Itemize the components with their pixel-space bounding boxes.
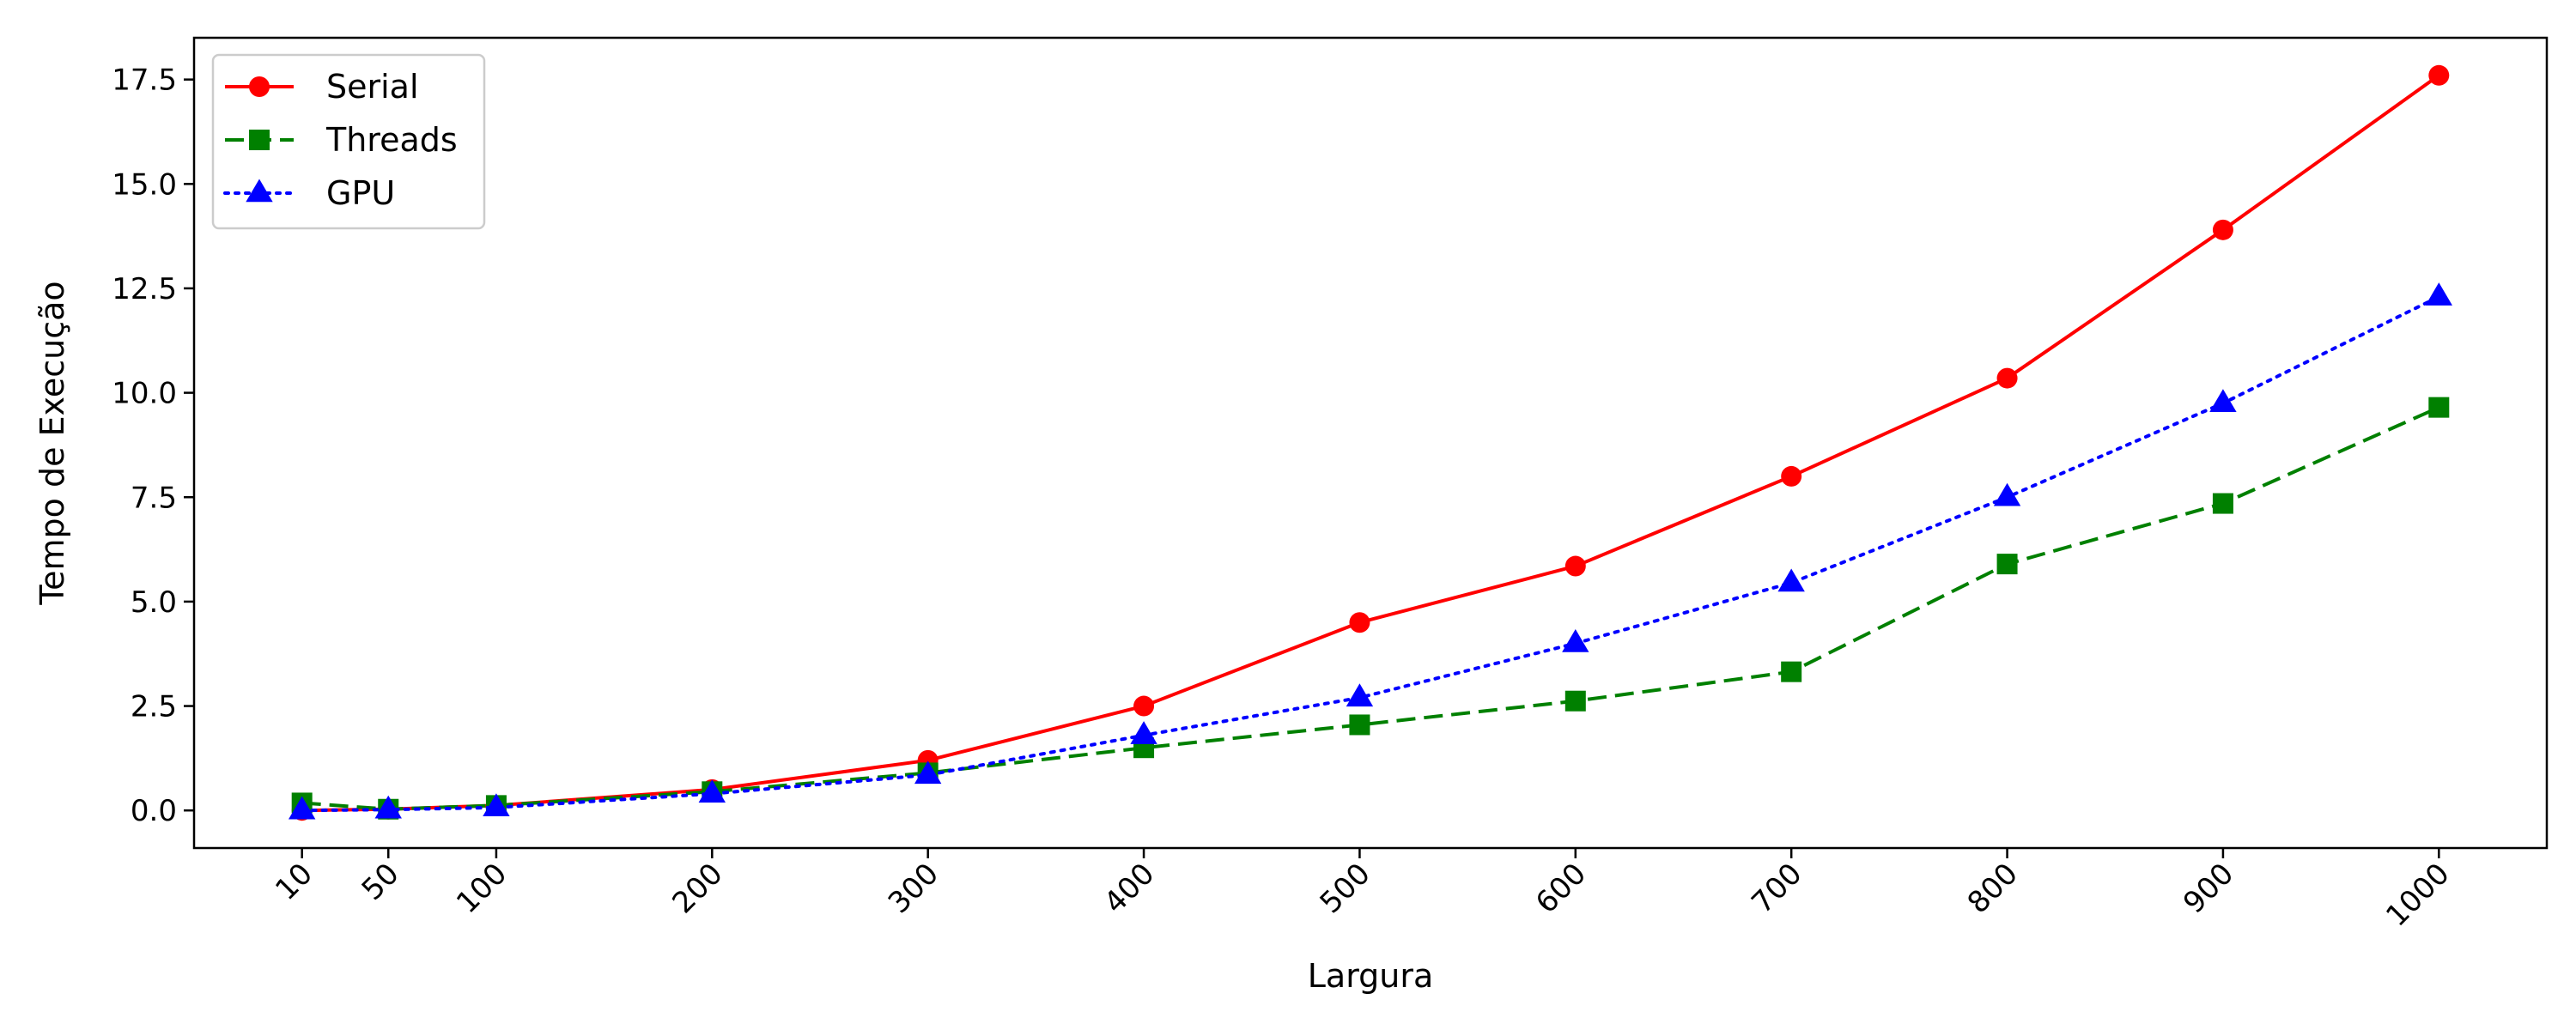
legend-label: Threads <box>325 121 458 159</box>
data-point-serial <box>1996 367 2018 389</box>
y-tick-label: 2.5 <box>131 690 177 724</box>
data-point-threads <box>1564 690 1586 712</box>
series-gpu <box>288 282 2453 820</box>
data-point-gpu <box>2209 389 2237 413</box>
data-point-gpu <box>914 760 942 785</box>
data-point-serial <box>2212 219 2233 240</box>
legend-marker <box>249 76 270 97</box>
data-point-threads <box>2428 397 2450 418</box>
plot-series <box>288 64 2453 821</box>
y-tick-label: 12.5 <box>112 272 177 306</box>
y-axis-label: Tempo de Execução <box>33 281 71 605</box>
plot-frame <box>192 36 2549 850</box>
data-point-threads <box>2212 493 2233 514</box>
data-point-gpu <box>2425 282 2453 306</box>
x-axis-label: Largura <box>1308 957 1434 995</box>
data-point-serial <box>1781 465 1802 487</box>
series-line-gpu <box>300 294 2441 813</box>
legend-box <box>211 53 486 230</box>
legend-label: GPU <box>326 174 395 212</box>
data-point-serial <box>2428 64 2450 86</box>
legend-marker <box>246 179 273 203</box>
legend-item-serial: Serial <box>225 68 419 106</box>
data-point-gpu <box>698 779 726 803</box>
data-point-gpu <box>1130 721 1157 744</box>
data-point-serial <box>1349 612 1370 633</box>
data-point-gpu <box>374 795 402 819</box>
y-tick-label: 17.5 <box>112 64 177 98</box>
data-point-serial <box>1133 695 1155 717</box>
y-tick-label: 15.0 <box>112 167 177 202</box>
data-point-gpu <box>1562 629 1589 652</box>
data-point-serial <box>1564 555 1586 577</box>
series-line-threads <box>301 405 2440 811</box>
data-point-gpu <box>1777 568 1805 592</box>
data-point-gpu <box>288 796 316 820</box>
data-point-gpu <box>1993 482 2021 506</box>
legend-item-gpu: GPU <box>223 174 395 212</box>
legend: Serial Threads GPU <box>211 53 486 230</box>
legend-marker <box>249 130 270 150</box>
y-tick-label: 0.0 <box>131 794 177 828</box>
data-point-threads <box>1781 661 1802 682</box>
y-tick-label: 7.5 <box>131 481 177 515</box>
y-axis: 0.0 2.5 5.0 7.5 10.0 12.5 15.0 17.5 <box>112 64 194 828</box>
legend-item-threads: Threads <box>225 121 458 159</box>
data-point-threads <box>1349 714 1370 736</box>
data-point-gpu <box>483 793 510 817</box>
data-point-threads <box>1996 554 2018 575</box>
data-point-gpu <box>1346 683 1374 707</box>
y-tick-label: 5.0 <box>131 585 177 620</box>
y-tick-label: 10.0 <box>112 377 177 411</box>
legend-label: Serial <box>326 68 419 106</box>
